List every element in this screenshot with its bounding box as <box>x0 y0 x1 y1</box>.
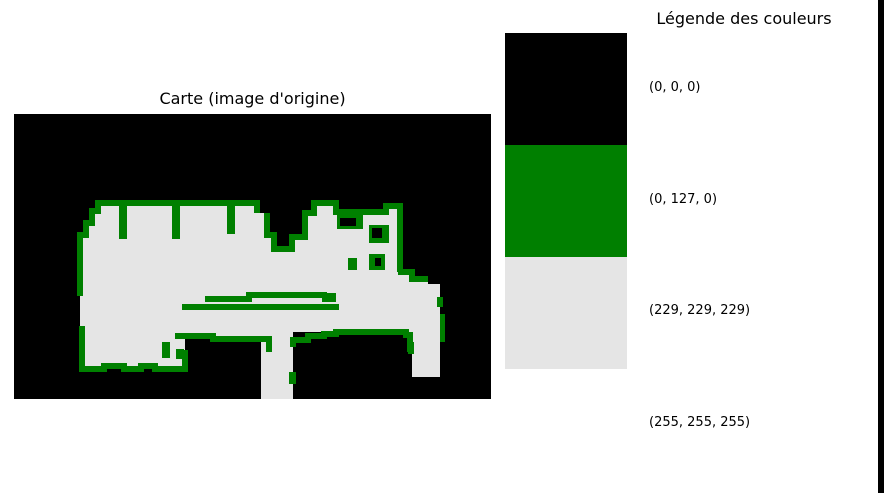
wall-block-g <box>162 342 170 358</box>
window-edge <box>878 0 884 493</box>
occupancy-map <box>14 114 491 399</box>
wall-block-c <box>348 258 357 270</box>
wall-spike-2 <box>172 203 180 239</box>
wall-spike-3 <box>227 203 235 234</box>
map-dark-holes <box>340 218 382 266</box>
legend-swatches <box>505 33 627 369</box>
hole-3 <box>375 258 381 266</box>
wall-right-lower <box>290 329 413 352</box>
legend-swatch-black <box>505 33 627 145</box>
wall-right-upper <box>398 269 428 282</box>
map-title: Carte (image d'origine) <box>159 89 346 108</box>
legend-swatch-light <box>505 257 627 369</box>
wall-block-f <box>250 292 263 298</box>
wall-spike-1 <box>119 203 127 239</box>
legend-title: Légende des couleurs <box>656 9 832 28</box>
hole-1 <box>340 218 356 226</box>
legend-swatch-green <box>505 145 627 257</box>
wall-block-i <box>289 372 296 384</box>
wall-right-edge-1 <box>437 297 443 307</box>
wall-top-middle <box>264 200 403 272</box>
wall-right-edge-2 <box>440 314 445 342</box>
legend-label-black: (0, 0, 0) <box>649 80 701 95</box>
wall-block-j <box>408 342 414 354</box>
hole-2 <box>372 228 382 238</box>
wall-bottom-left <box>79 326 188 372</box>
wall-block-h <box>176 349 184 359</box>
legend-label-white: (255, 255, 255) <box>649 415 751 430</box>
legend-label-light: (229, 229, 229) <box>649 303 751 318</box>
wall-inner-upper <box>205 292 327 302</box>
legend-label-green: (0, 127, 0) <box>649 192 718 207</box>
wall-bottom-mid <box>175 333 272 352</box>
wall-block-e <box>322 293 336 302</box>
